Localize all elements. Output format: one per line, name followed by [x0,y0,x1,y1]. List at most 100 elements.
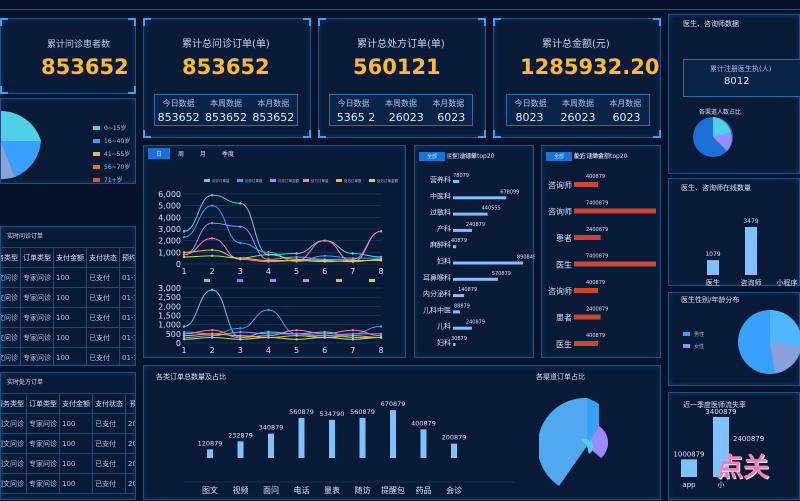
age-legend: 0~15岁 16~40岁 41~55岁 56~70岁 71+岁 [93,123,130,188]
consult-orders-table: 服务类型 订单类型 支付金额 支付状态 预约时间 图文问诊专家问诊100已支付0… [1,247,135,365]
tab-doctor[interactable]: 医生 [447,154,458,160]
channel-pie [539,397,609,486]
x-tick-label: 小程序 [777,278,798,287]
bar-value: 140879 [458,287,477,293]
x-tick-label: 8 [378,267,383,276]
y-tick-label: 2,000 [158,237,181,246]
y-tick-label: 500 [166,330,181,339]
x-tick-label: 3 [238,346,243,355]
bar-value: 678099 [500,189,519,195]
data-point [210,332,214,336]
data-point [351,252,355,255]
data-point [239,334,242,337]
table-row[interactable]: 图文问诊专家问诊100已支付01-10 [1,287,135,308]
table-row[interactable]: 图文问诊专家问诊100已支付2022-01- [1,453,135,474]
data-point [351,328,355,332]
bar-value: 340879 [259,424,284,432]
patients-panel: 累计问诊患者数 853652 [0,18,136,94]
data-point [210,328,214,332]
trend-panel: 日 周 月 季度 问诊订单量 问诊订单数 问诊订单金额 处方订单量 处方订单数 处方订单金… [143,145,406,358]
pie-slice-2 [1,141,15,180]
legend-swatch [303,279,309,282]
table-row[interactable]: 图文问诊专家问诊100已支付2022-01- [1,413,135,434]
tab-quarter[interactable]: 季度 [222,151,235,158]
data-point [239,327,242,330]
series-line [183,329,382,339]
bar-value: 3400879 [705,408,736,416]
table-header: 订单类型 [26,393,60,414]
legend-swatch [204,179,210,182]
data-point [323,332,326,336]
bar [453,343,456,346]
tab-day[interactable]: 日 [148,148,171,159]
x-tick-label: 3 [238,267,243,276]
gender-pie-slice [770,310,800,347]
data-point [379,336,383,339]
series-line [183,249,381,263]
table-row[interactable]: 图文问诊专家问诊100已支付01-10 [1,327,135,348]
data-point [210,193,214,197]
kpi-value: 1285932.20 [520,55,660,79]
x-tick-label: 视频 [233,485,249,495]
age-legend-item: 16~40岁 [93,136,130,149]
tab-month[interactable]: 月 [200,151,207,158]
data-point [182,230,186,233]
age-legend-label: 71+岁 [104,177,123,184]
legend-label: 处方订单量 [311,178,329,183]
bar-value: 400879 [586,280,605,286]
data-point [182,235,186,239]
data-point [295,328,298,332]
churn-title: 近一季度医师流失率 [683,401,746,409]
table-row[interactable]: 图文问诊专家问诊100已支付01-10 [1,347,135,365]
tab-consultant[interactable]: 咨询师 [588,154,604,160]
tab-all[interactable]: 全部 [546,152,573,161]
data-point [351,260,355,263]
tab-week[interactable]: 周 [178,151,185,158]
bar [359,417,366,458]
bar [453,212,488,216]
bar [574,182,598,187]
gender-legend: 男性 女性 [683,331,704,350]
order-types-title: 各类订单总数量及占比 [156,373,226,381]
table-header: 订单类型 [20,247,54,268]
x-tick-label: 2 [210,267,215,276]
y-tick-label: 0 [176,260,181,269]
bar-label: 咨询师 [548,207,572,217]
table-row[interactable]: 图文问诊专家问诊100已支付2022-01- [1,433,135,454]
bar-label: 产科 [437,224,451,233]
table-row[interactable]: 图文问诊专家问诊100已支付2022-01- [1,473,135,494]
bar [574,288,598,293]
pie-slice-0 [1,111,41,141]
channel-title: 各渠道人数占比 [699,109,742,116]
legend-swatch [303,179,309,182]
tab-all[interactable]: 全部 [419,152,446,161]
table-row[interactable]: 图文问诊专家问诊100已支付01-10 [1,267,135,288]
bar [574,314,601,320]
bar-value: 232879 [228,431,253,439]
gender-title: 医生性别/年龄分布 [681,296,740,304]
legend-swatch [369,279,375,282]
y-tick-label: 4,000 [158,213,181,222]
x-tick-label: 4 [266,267,271,276]
age-legend-label: 16~40岁 [104,138,131,145]
x-tick-label: 医生 [706,278,720,287]
y-tick-label: 2,000 [158,302,181,311]
bar-label: 妇科 [437,338,451,347]
bar [453,294,465,298]
bar-value: 1000879 [673,450,704,458]
bar-label: 医生 [556,260,572,270]
bar [745,227,757,275]
data-point [267,308,270,312]
rx-orders-panel: 实时处方订单 服务类型 订单类型 支付金额 支付状态 预约时间 图文问诊专家问诊… [0,372,136,500]
table-header: 支付状态 [86,247,120,268]
tab-consultant[interactable]: 咨询师 [461,154,477,160]
bar-value: 3479 [743,218,758,225]
legend-label: 处方订单金额 [377,178,398,183]
bar [574,341,598,346]
legend-swatch [369,179,375,182]
data-point [351,338,355,341]
table-row[interactable]: 图文问诊专家问诊100已支付01-10 [1,307,135,328]
table-header: 服务类型 [1,393,27,414]
y-tick-label: 0 [176,339,181,348]
tab-doctor[interactable]: 医生 [574,154,585,160]
